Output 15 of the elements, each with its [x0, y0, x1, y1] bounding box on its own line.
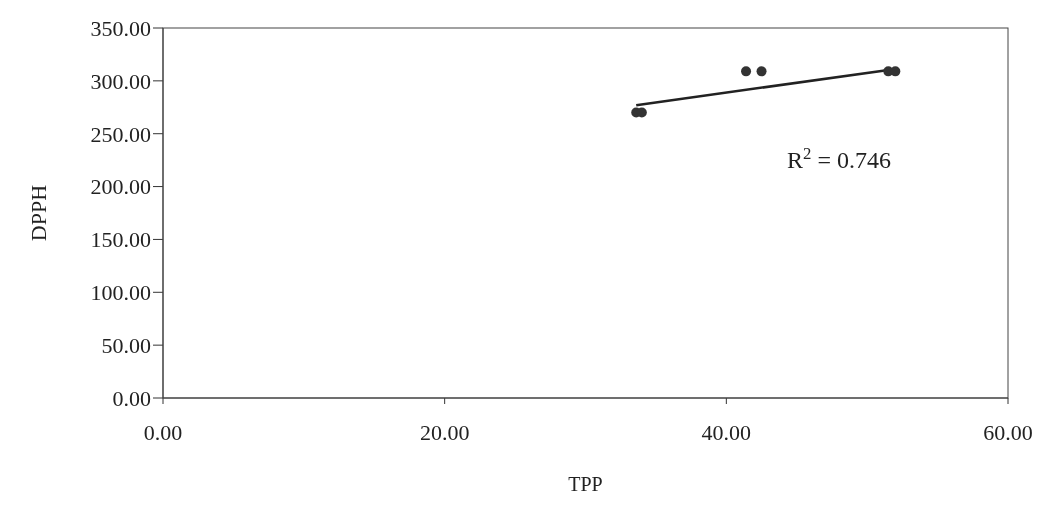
x-tick-label: 60.00 — [983, 419, 1033, 445]
y-tick-label: 300.00 — [90, 68, 151, 94]
x-tick-label: 0.00 — [143, 419, 183, 445]
y-tick-label: 0.00 — [112, 385, 151, 411]
x-axis-title: TPP — [568, 473, 603, 495]
y-tick-label: 150.00 — [90, 227, 151, 253]
y-tick-label: 200.00 — [90, 174, 151, 200]
y-tick-label: 100.00 — [90, 280, 151, 306]
x-tick-label: 20.00 — [419, 419, 470, 445]
annotation: R$^{2}$ = 0.746 — [787, 143, 891, 173]
y-tick-label: 50.00 — [101, 332, 151, 358]
y-tick-label: 250.00 — [90, 121, 151, 147]
x-tick-label: 40.00 — [701, 419, 752, 445]
y-tick-label: 350.00 — [90, 15, 151, 41]
y-axis-title: DPPH — [25, 184, 51, 242]
